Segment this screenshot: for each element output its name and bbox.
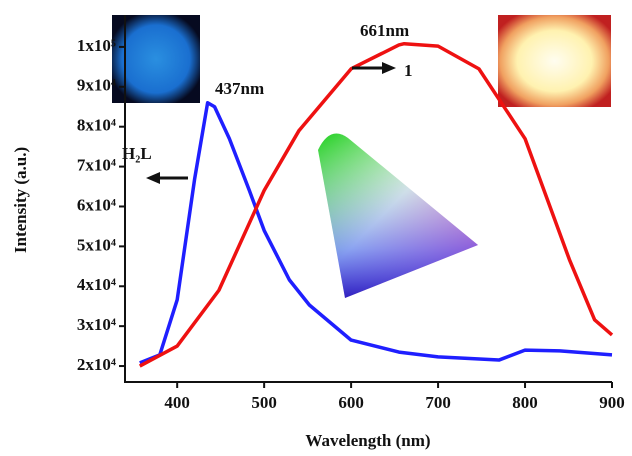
arrows [146, 62, 396, 184]
y-tick-label: 8x10⁴ [77, 116, 116, 135]
annotation: 437nm [215, 79, 264, 98]
x-tick-label: 800 [512, 393, 538, 412]
y-tick-label: 6x10⁴ [77, 195, 116, 214]
y-tick-label: 9x10⁴ [77, 76, 116, 95]
y-tick-label: 4x10⁴ [77, 275, 116, 294]
line-series [139, 101, 613, 365]
blue-photo [112, 15, 200, 103]
y-tick-label: 5x10⁴ [77, 235, 116, 254]
line-series [138, 41, 614, 368]
yellow-photo [498, 15, 611, 107]
annotation: 661nm [360, 21, 409, 40]
x-tick-label: 900 [599, 393, 625, 412]
x-tick-label: 600 [338, 393, 364, 412]
x-tick-label: 700 [425, 393, 451, 412]
axes [124, 15, 612, 383]
y-tick-label: 2x10⁴ [77, 355, 116, 374]
series-label: H₂L [122, 144, 152, 163]
x-axis-label: Wavelength (nm) [305, 431, 430, 450]
y-axis-label: Intensity (a.u.) [11, 147, 30, 253]
cie-diagram [318, 133, 478, 298]
y-tick-label: 7x10⁴ [77, 155, 116, 174]
x-tick-label: 500 [251, 393, 277, 412]
series-label: 1 [404, 61, 413, 80]
x-tick-label: 400 [164, 393, 190, 412]
y-tick-label: 1x10⁵ [77, 36, 116, 55]
y-tick-label: 3x10⁴ [77, 315, 116, 334]
